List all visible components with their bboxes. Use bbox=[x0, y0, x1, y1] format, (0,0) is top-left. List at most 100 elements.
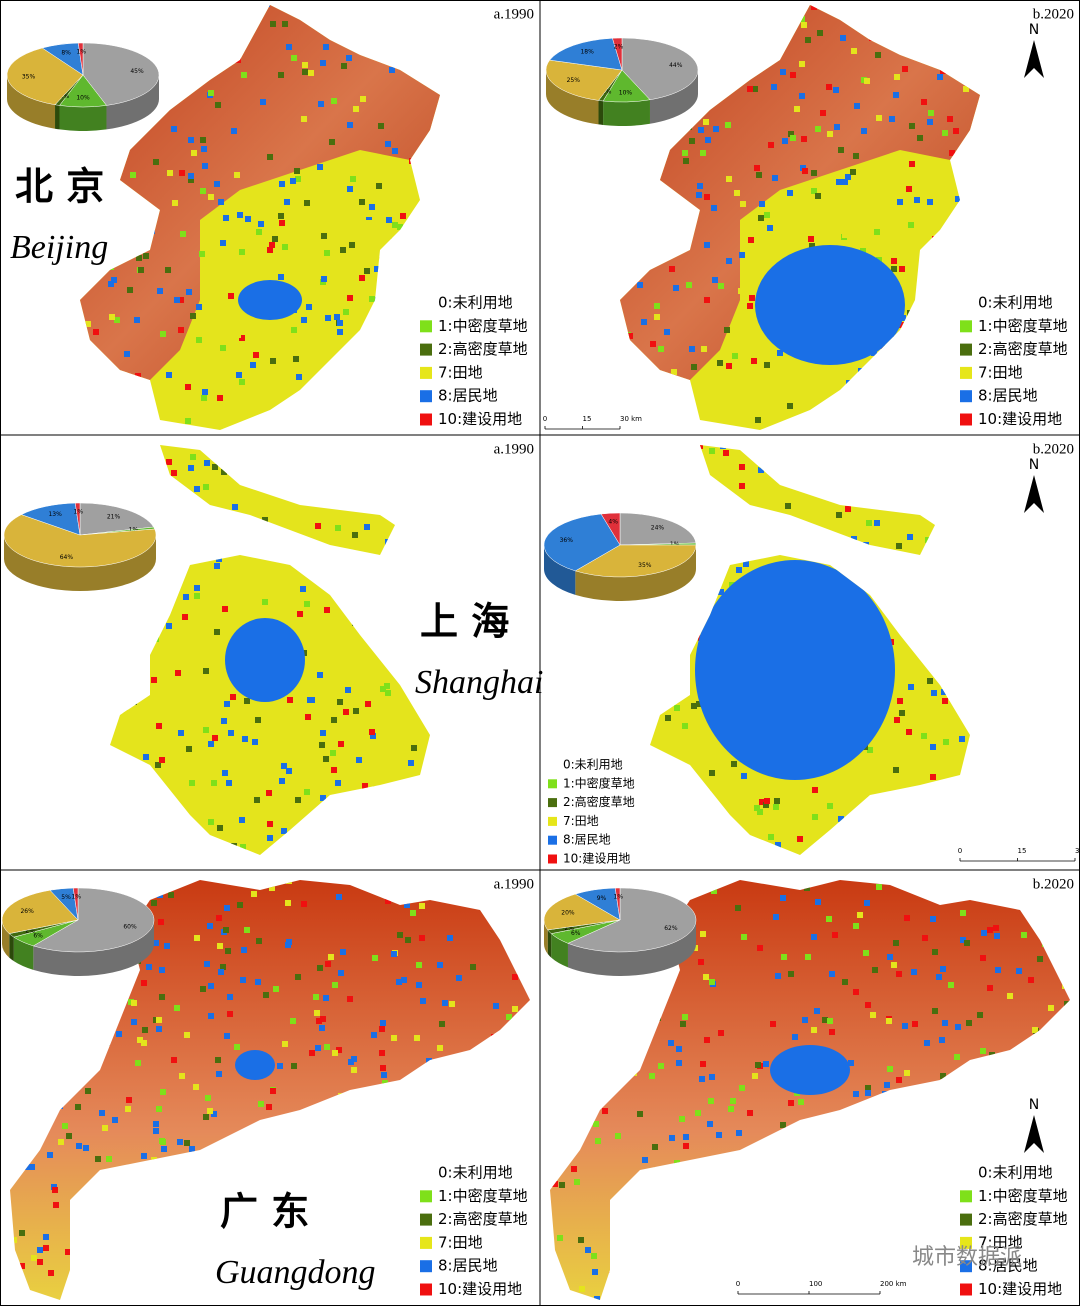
map-pixel bbox=[1037, 956, 1043, 962]
legend-swatch bbox=[548, 835, 557, 845]
map-pixel bbox=[380, 686, 386, 692]
map-pixel bbox=[297, 611, 303, 617]
map-pixel bbox=[669, 1135, 675, 1141]
map-pixel bbox=[301, 116, 307, 122]
map-pixel bbox=[126, 1097, 132, 1103]
map-pixel bbox=[254, 797, 260, 803]
map-pixel bbox=[912, 1021, 918, 1027]
map-pixel bbox=[861, 128, 867, 134]
map-pixel bbox=[654, 314, 660, 320]
map-pixel bbox=[227, 994, 233, 1000]
map-pixel bbox=[334, 314, 340, 320]
map-pixel bbox=[941, 689, 947, 695]
map-pixel bbox=[840, 35, 846, 41]
map-pixel bbox=[321, 276, 327, 282]
map-pixel bbox=[891, 258, 897, 264]
map-pixel bbox=[654, 303, 660, 309]
map-pixel bbox=[726, 176, 732, 182]
map-pixel bbox=[294, 168, 300, 174]
map-pixel bbox=[691, 364, 697, 370]
map-pixel bbox=[207, 217, 213, 223]
legend-label: 10:建设用地 bbox=[438, 410, 522, 428]
map-pixel bbox=[252, 739, 258, 745]
map-pixel bbox=[780, 1122, 786, 1128]
map-pixel bbox=[592, 1269, 598, 1275]
map-pixel bbox=[286, 939, 292, 945]
map-pixel bbox=[325, 961, 331, 967]
map-pixel bbox=[200, 137, 206, 143]
map-pixel bbox=[751, 358, 757, 364]
map-pixel bbox=[456, 975, 462, 981]
map-pixel bbox=[895, 213, 901, 219]
urban-area bbox=[235, 1050, 275, 1080]
map-pixel bbox=[887, 954, 893, 960]
map-pixel bbox=[189, 780, 195, 786]
legend-swatch bbox=[960, 1236, 972, 1249]
map-pixel bbox=[723, 450, 729, 456]
map-pixel bbox=[977, 1012, 983, 1018]
map-pixel bbox=[594, 1296, 600, 1300]
map-pixel bbox=[159, 1138, 165, 1144]
map-pixel bbox=[291, 1063, 297, 1069]
map-pixel bbox=[739, 464, 745, 470]
map-pixel bbox=[316, 1018, 322, 1024]
map-pixel bbox=[401, 977, 407, 983]
map-pixel bbox=[194, 486, 200, 492]
map-pixel bbox=[43, 1245, 49, 1251]
map-pixel bbox=[224, 1033, 230, 1039]
map-pixel bbox=[701, 346, 707, 352]
map-pixel bbox=[312, 294, 318, 300]
map-pixel bbox=[364, 524, 370, 530]
map-pixel bbox=[362, 783, 368, 789]
map-pixel bbox=[649, 1073, 655, 1079]
map-pixel bbox=[260, 99, 266, 105]
map-pixel bbox=[439, 1021, 445, 1027]
map-pixel bbox=[959, 736, 965, 742]
pie-slice bbox=[79, 502, 155, 536]
map-pixel bbox=[758, 467, 764, 473]
map-pixel bbox=[203, 668, 209, 674]
map-pixel bbox=[726, 363, 732, 369]
map-pixel bbox=[802, 1017, 808, 1023]
map-pixel bbox=[787, 190, 793, 196]
map-pixel bbox=[512, 1006, 518, 1012]
map-pixel bbox=[65, 1249, 71, 1255]
map-pixel bbox=[135, 1060, 141, 1066]
map-pixel bbox=[777, 350, 783, 356]
map-pixel bbox=[301, 317, 307, 323]
pie-side bbox=[649, 70, 698, 124]
map-pixel bbox=[262, 517, 268, 523]
map-pixel bbox=[319, 772, 325, 778]
map-pixel bbox=[156, 1026, 162, 1032]
map-pixel bbox=[917, 135, 923, 141]
legend-swatch bbox=[960, 413, 972, 426]
legend-label: 8:居民地 bbox=[438, 1257, 498, 1275]
map-pixel bbox=[411, 745, 417, 751]
scale-label: 30 km bbox=[620, 415, 642, 423]
map-pixel bbox=[285, 900, 291, 906]
map-pixel bbox=[707, 1121, 713, 1127]
north-arrow bbox=[1024, 1115, 1044, 1153]
map-pixel bbox=[146, 964, 152, 970]
map-pixel bbox=[799, 376, 805, 382]
map-pixel bbox=[177, 1139, 183, 1145]
map-pixel bbox=[906, 729, 912, 735]
map-pixel bbox=[194, 585, 200, 591]
map-pixel bbox=[826, 916, 832, 922]
map-pixel bbox=[95, 1156, 101, 1162]
pie-value-label: 1% bbox=[60, 93, 70, 100]
map-pixel bbox=[637, 1111, 643, 1117]
map-pixel bbox=[301, 901, 307, 907]
map-pixel bbox=[947, 116, 953, 122]
map-pixel bbox=[392, 184, 398, 190]
map-pixel bbox=[250, 719, 256, 725]
map-pixel bbox=[153, 1128, 159, 1134]
pie-slice bbox=[619, 512, 697, 546]
map-pixel bbox=[315, 1045, 321, 1051]
map-pixel bbox=[175, 670, 181, 676]
map-pixel bbox=[369, 204, 375, 210]
map-pixel bbox=[902, 1023, 908, 1029]
map-pixel bbox=[755, 417, 761, 423]
map-pixel bbox=[320, 730, 326, 736]
map-pixel bbox=[942, 698, 948, 704]
